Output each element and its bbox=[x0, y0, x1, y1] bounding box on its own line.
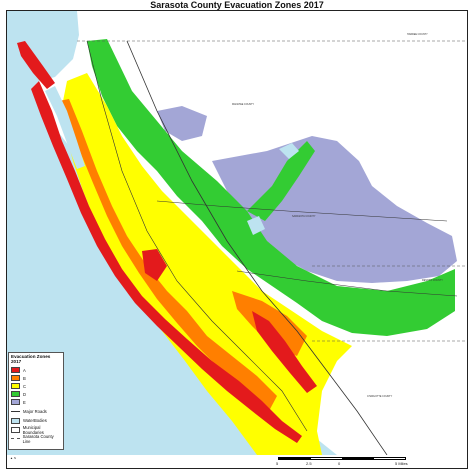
legend-municipal: Municipal Boundaries bbox=[11, 424, 61, 435]
legend-zone-e: E bbox=[11, 398, 61, 406]
legend-waterbodies: WaterBodies bbox=[11, 417, 61, 424]
scale-bar-graphic bbox=[278, 457, 406, 460]
legend-label-e: E bbox=[23, 399, 26, 405]
legend-swatch-b bbox=[11, 375, 20, 381]
legend-zone-a: A bbox=[11, 366, 61, 374]
legend-swatch-a bbox=[11, 367, 20, 373]
label-desoto-county: SARASOTA COUNTY bbox=[292, 215, 316, 218]
scale-label-3: 5 Miles bbox=[395, 461, 408, 466]
legend-municipal-label: Municipal Boundaries bbox=[22, 424, 44, 435]
map-legend: Evacuation Zones 2017 A B C D E Major Ro… bbox=[8, 352, 64, 450]
scale-label-0: 5 bbox=[276, 461, 279, 466]
legend-major-roads-label: Major Roads bbox=[23, 409, 47, 414]
zone-b-area bbox=[59, 99, 277, 411]
legend-water-swatch bbox=[11, 417, 20, 424]
legend-municipal-swatch bbox=[11, 426, 20, 433]
major-road-sr72 bbox=[156, 200, 448, 222]
legend-road-swatch bbox=[11, 411, 20, 412]
sarasota-bay bbox=[45, 86, 85, 169]
major-road-i75 bbox=[126, 40, 388, 455]
zone-a-river bbox=[252, 311, 317, 393]
legend-label-c: C bbox=[23, 383, 27, 389]
scale-label-1: 2.5 bbox=[306, 461, 312, 466]
evacuation-map: HARDEE COUNTY MANATEE COUNTY SARASOTA CO… bbox=[7, 11, 467, 455]
scale-bar: 5 2.5 0 5 Miles bbox=[270, 456, 415, 466]
north-arrow: ▲ N bbox=[10, 456, 40, 468]
legend-county-line: Sarasota County Line bbox=[11, 433, 61, 444]
legend-swatch-d bbox=[11, 391, 20, 397]
legend-label-a: A bbox=[23, 367, 26, 373]
legend-swatch-c bbox=[11, 383, 20, 389]
myakka-lake bbox=[247, 216, 265, 235]
legend-label-b: B bbox=[23, 375, 26, 381]
zone-a-bay-west bbox=[142, 249, 167, 281]
lake-inland bbox=[279, 143, 299, 159]
legend-major-roads: Major Roads bbox=[11, 408, 61, 415]
legend-swatch-e bbox=[11, 399, 20, 405]
label-sarasota-county: MANATEE COUNTY bbox=[232, 103, 255, 106]
label-desoto: DESOTO COUNTY bbox=[422, 279, 443, 282]
scale-label-2: 0 bbox=[338, 461, 341, 466]
legend-county-line-label: Sarasota County Line bbox=[22, 433, 54, 444]
label-charlotte-county: CHARLOTTE COUNTY bbox=[367, 395, 393, 398]
zone-e-area-north bbox=[157, 106, 207, 141]
major-road-sr681 bbox=[236, 270, 458, 297]
label-manatee-county: HARDEE COUNTY bbox=[407, 33, 428, 36]
map-title: Sarasota County Evacuation Zones 2017 bbox=[150, 0, 324, 10]
zone-a-north-key bbox=[17, 41, 55, 89]
legend-zone-d: D bbox=[11, 390, 61, 398]
legend-title: Evacuation Zones 2017 bbox=[11, 354, 51, 364]
legend-label-d: D bbox=[23, 391, 27, 397]
north-arrow-icon: ▲ bbox=[10, 456, 13, 460]
legend-waterbodies-label: WaterBodies bbox=[23, 418, 47, 423]
major-road-us41 bbox=[86, 40, 308, 432]
zone-d-river bbox=[247, 141, 315, 221]
legend-zone-c: C bbox=[11, 382, 61, 390]
north-label: N bbox=[13, 456, 16, 460]
legend-zone-b: B bbox=[11, 374, 61, 382]
zone-d-area bbox=[87, 39, 455, 336]
legend-county-swatch bbox=[11, 438, 20, 439]
